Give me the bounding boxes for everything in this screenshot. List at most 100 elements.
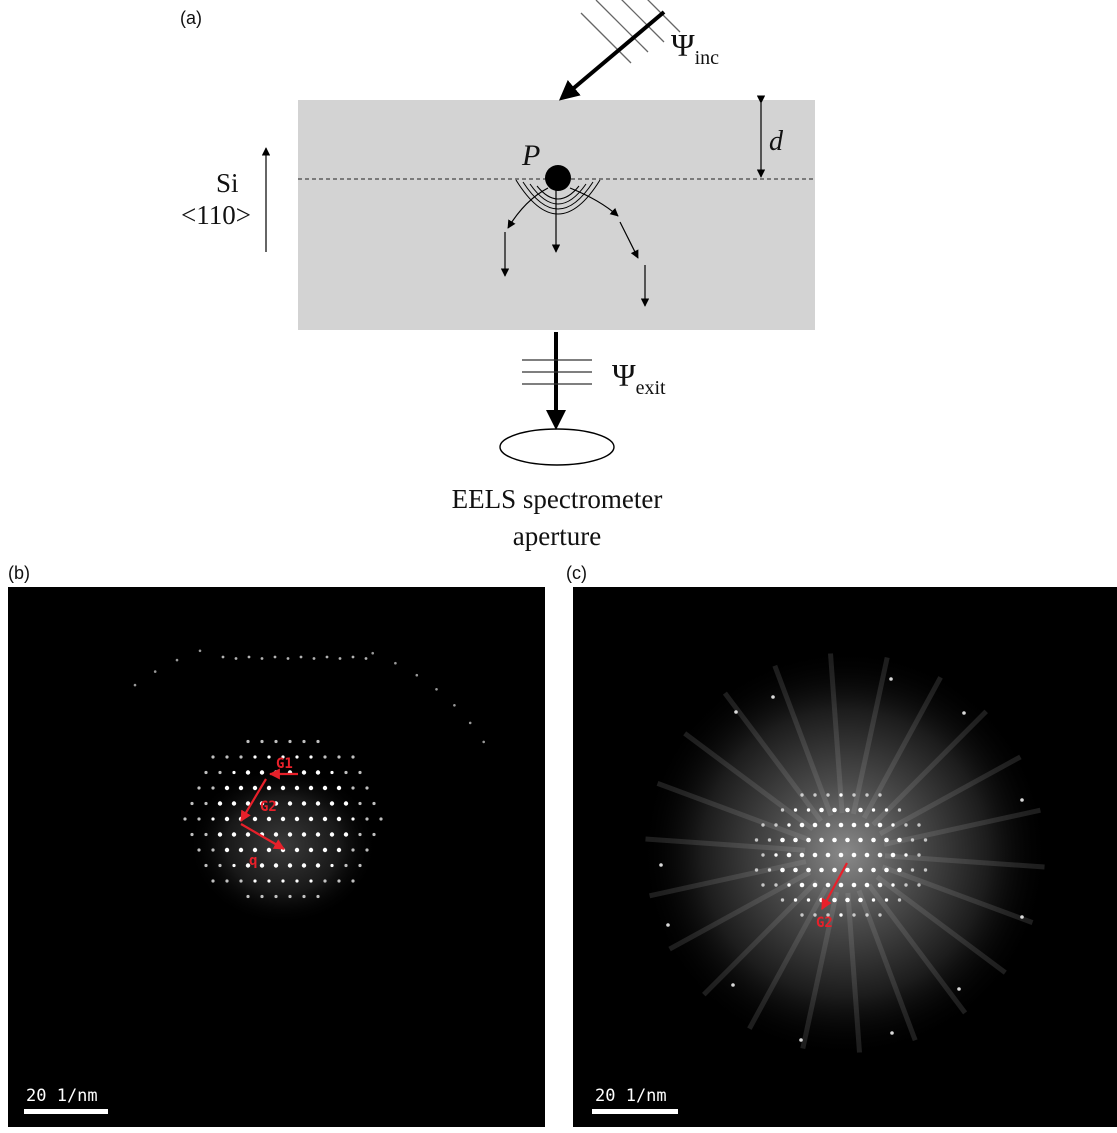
bragg-spot xyxy=(812,852,818,858)
bragg-spot xyxy=(231,832,237,837)
bragg-spot xyxy=(299,655,303,659)
bragg-spot xyxy=(826,913,830,917)
bragg-spot xyxy=(273,801,279,806)
bragg-spot xyxy=(812,822,818,828)
bragg-spot xyxy=(231,801,237,806)
bragg-spot xyxy=(288,894,292,899)
bragg-spot xyxy=(239,879,243,883)
bragg-spot xyxy=(917,853,921,857)
bragg-spot xyxy=(891,823,895,827)
kikuchi-streak xyxy=(883,807,1041,847)
bragg-spot xyxy=(329,801,335,806)
bragg-spot xyxy=(358,770,362,775)
bragg-spot xyxy=(274,894,278,899)
diffuse-halo xyxy=(640,648,1050,1058)
bragg-spot xyxy=(337,879,341,883)
bragg-spot xyxy=(838,852,844,858)
bragg-spot xyxy=(864,852,870,858)
kikuchi-streak xyxy=(828,653,845,814)
scattered-wavelets xyxy=(515,179,601,215)
scale-bar-label-c: 20 1/nm xyxy=(595,1086,667,1106)
incident-beam-arrow xyxy=(558,10,666,101)
bragg-spot xyxy=(246,739,250,744)
kikuchi-streak xyxy=(772,664,834,817)
bragg-spot xyxy=(197,817,201,821)
bragg-spot xyxy=(891,883,895,887)
bragg-spot xyxy=(280,785,286,791)
bragg-spot xyxy=(316,894,320,899)
bragg-spot xyxy=(266,785,272,791)
bragg-spot xyxy=(884,837,889,843)
bragg-spot xyxy=(266,816,272,822)
bragg-spot xyxy=(774,883,778,887)
panel-a-label: (a) xyxy=(180,8,202,28)
bragg-spot xyxy=(904,823,908,827)
bragg-spot xyxy=(218,770,222,775)
bragg-spot xyxy=(832,837,837,843)
bragg-spot xyxy=(845,807,850,813)
point-label: P xyxy=(521,139,540,172)
bragg-spot xyxy=(864,822,870,828)
bragg-spot xyxy=(133,683,137,687)
bragg-spot xyxy=(225,879,229,883)
bragg-spot xyxy=(780,837,785,843)
bragg-spot xyxy=(851,822,857,828)
bragg-spot xyxy=(774,853,778,857)
bragg-spot xyxy=(659,863,663,867)
bragg-spot xyxy=(224,816,230,822)
bragg-spot xyxy=(878,793,882,797)
bragg-spot xyxy=(260,894,264,899)
bragg-spot xyxy=(806,837,811,843)
bragg-spot xyxy=(183,817,187,821)
bragg-spot xyxy=(415,673,419,677)
bragg-spot xyxy=(309,879,313,883)
bragg-spot xyxy=(245,863,251,868)
diffraction-pattern-b-canvas: G1 G2 q 20 1/nm xyxy=(24,649,486,1114)
scale-bar-c xyxy=(592,1109,678,1114)
kikuchi-streaks xyxy=(645,653,1045,1053)
bragg-spot xyxy=(786,852,792,858)
bragg-spot xyxy=(336,847,342,853)
bragg-spot xyxy=(287,832,293,837)
bragg-spot xyxy=(904,853,908,857)
bragg-spot xyxy=(267,755,271,759)
panel-c-label: (c) xyxy=(566,563,587,583)
bragg-spot xyxy=(851,882,857,888)
bragg-spot xyxy=(884,898,889,902)
vector-g2 xyxy=(821,862,848,910)
bragg-spot xyxy=(224,847,230,853)
kikuchi-streak xyxy=(875,874,1007,975)
bragg-spot xyxy=(294,816,300,822)
panel-b-label: (b) xyxy=(8,563,30,583)
bragg-spot xyxy=(221,655,225,659)
bragg-spot xyxy=(301,801,307,806)
bragg-spot xyxy=(302,739,306,744)
bragg-spot xyxy=(217,801,223,806)
bragg-spot xyxy=(286,657,290,660)
bragg-spot xyxy=(336,816,342,822)
bragg-spot xyxy=(330,770,334,775)
bragg-spot xyxy=(877,882,883,888)
bragg-spot xyxy=(858,837,863,843)
bragg-spot xyxy=(245,801,251,806)
bragg-spot xyxy=(312,657,316,660)
kikuchi-streak xyxy=(850,656,890,815)
bragg-spot xyxy=(280,816,286,822)
bragg-spot xyxy=(197,848,201,852)
bragg-spot xyxy=(204,801,208,806)
bragg-spot xyxy=(897,867,902,873)
bragg-spot xyxy=(878,913,882,917)
bragg-spot xyxy=(343,832,349,837)
bragg-spot xyxy=(198,649,202,653)
bragg-spot xyxy=(211,848,215,852)
vector-g2 xyxy=(240,778,267,822)
bragg-spot xyxy=(845,837,850,843)
bragg-spot xyxy=(780,867,785,873)
vector-q xyxy=(240,823,285,850)
bragg-spot xyxy=(253,755,257,759)
bragg-spot xyxy=(825,882,831,888)
bragg-spot xyxy=(839,913,843,917)
bragg-spot xyxy=(379,817,383,821)
bragg-spot xyxy=(281,879,285,883)
bragg-spot xyxy=(917,823,921,827)
